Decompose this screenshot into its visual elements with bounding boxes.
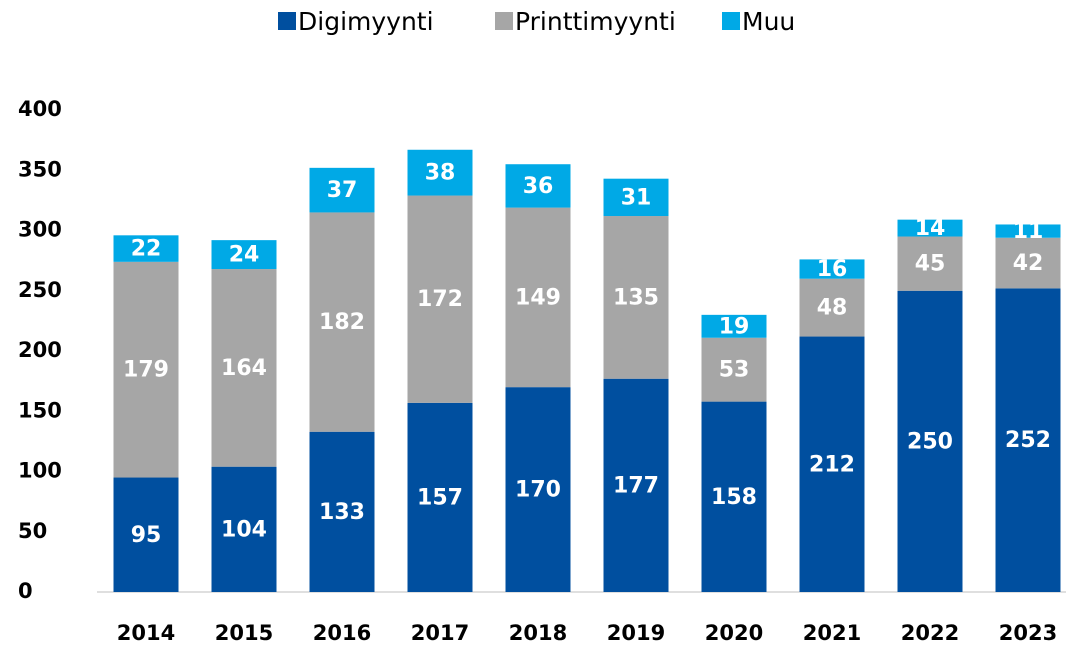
- bar-segment: [113, 235, 179, 262]
- data-label: 11: [1013, 219, 1044, 244]
- x-tick-label: 2017: [411, 621, 469, 645]
- data-label: 22: [131, 237, 162, 262]
- x-tick-label: 2018: [509, 621, 567, 645]
- bar-segment: [799, 259, 865, 279]
- data-label: 95: [131, 523, 162, 548]
- bar-segment: [211, 240, 277, 270]
- bar-segment: [701, 337, 767, 402]
- data-label: 53: [719, 358, 750, 383]
- bar-segment: [995, 288, 1061, 592]
- data-label: 158: [711, 485, 757, 510]
- bar-segment: [799, 278, 865, 337]
- y-tick-label: 0: [18, 579, 33, 603]
- data-label: 14: [915, 216, 946, 241]
- data-label: 19: [719, 314, 750, 339]
- y-tick-label: 100: [18, 459, 62, 483]
- bar-segment: [309, 167, 375, 213]
- y-tick-label: 300: [18, 218, 62, 242]
- bar-segment: [407, 402, 473, 592]
- data-label: 104: [221, 517, 267, 542]
- bar-segment: [505, 164, 571, 208]
- data-label: 164: [221, 356, 267, 381]
- data-label: 250: [907, 429, 953, 454]
- legend-label: Digimyynti: [298, 7, 434, 36]
- data-label: 172: [417, 287, 463, 312]
- data-label: 182: [319, 310, 365, 335]
- x-tick-label: 2023: [999, 621, 1057, 645]
- x-tick-label: 2022: [901, 621, 959, 645]
- data-label: 16: [817, 257, 848, 282]
- data-label: 135: [613, 285, 659, 310]
- bar-segment: [211, 466, 277, 592]
- bar-segment: [897, 219, 963, 237]
- bar-segment: [603, 216, 669, 379]
- data-label: 37: [327, 178, 358, 203]
- y-tick-label: 50: [18, 519, 47, 543]
- y-tick-label: 400: [18, 97, 62, 121]
- data-label: 177: [613, 473, 659, 498]
- y-tick-label: 350: [18, 157, 62, 181]
- bar-segment: [309, 431, 375, 592]
- bar-segment: [113, 477, 179, 592]
- x-tick-label: 2014: [117, 621, 175, 645]
- data-label: 170: [515, 478, 561, 503]
- data-label: 212: [809, 452, 855, 477]
- y-tick-label: 250: [18, 278, 62, 302]
- legend-swatch: [722, 12, 740, 30]
- data-label: 252: [1005, 428, 1051, 453]
- data-label: 42: [1013, 251, 1044, 276]
- bar-segment: [407, 149, 473, 196]
- legend-swatch: [495, 12, 513, 30]
- bar-segment: [897, 290, 963, 592]
- bar-segment: [211, 269, 277, 467]
- bar-segment: [113, 261, 179, 478]
- bar-segment: [309, 212, 375, 432]
- x-tick-label: 2020: [705, 621, 763, 645]
- bar-segment: [701, 401, 767, 592]
- x-tick-label: 2021: [803, 621, 861, 645]
- data-label: 179: [123, 358, 169, 383]
- x-tick-label: 2016: [313, 621, 371, 645]
- y-tick-label: 150: [18, 398, 62, 422]
- bar-segment: [407, 195, 473, 403]
- bar-segment: [897, 236, 963, 291]
- x-tick-label: 2019: [607, 621, 665, 645]
- data-label: 157: [417, 485, 463, 510]
- bar-segment: [799, 336, 865, 592]
- data-label: 149: [515, 285, 561, 310]
- bar-segment: [505, 387, 571, 592]
- bar-segment: [603, 178, 669, 217]
- data-label: 133: [319, 500, 365, 525]
- bar-segment: [995, 237, 1061, 289]
- legend-label: Muu: [742, 7, 795, 36]
- data-label: 24: [229, 243, 260, 268]
- data-label: 36: [523, 174, 554, 199]
- data-label: 31: [621, 185, 652, 210]
- x-tick-label: 2015: [215, 621, 273, 645]
- bar-segment: [505, 207, 571, 388]
- bar-segment: [995, 224, 1061, 238]
- data-label: 45: [915, 252, 946, 277]
- bar-segment: [701, 314, 767, 338]
- data-label: 38: [425, 161, 456, 186]
- bar-segment: [603, 378, 669, 592]
- data-label: 48: [817, 296, 848, 321]
- y-tick-label: 200: [18, 338, 62, 362]
- legend-label: Printtimyynti: [515, 7, 676, 36]
- legend-swatch: [278, 12, 296, 30]
